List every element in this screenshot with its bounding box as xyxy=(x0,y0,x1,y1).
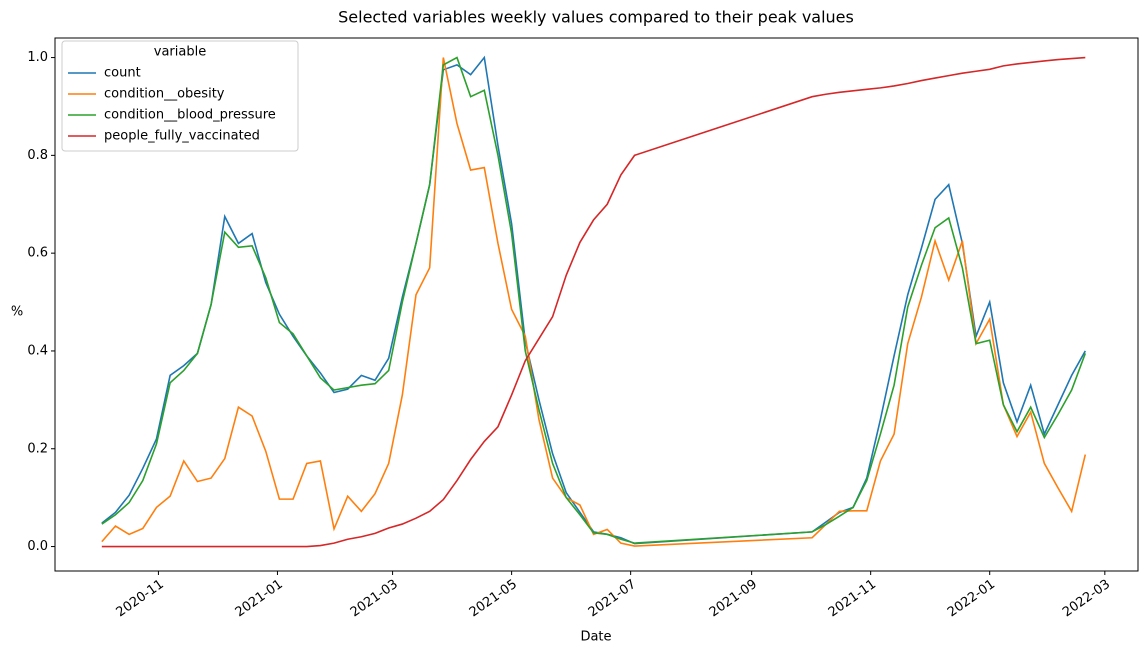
x-tick-label: 2021-01 xyxy=(233,577,286,620)
chart-title: Selected variables weekly values compare… xyxy=(338,8,854,27)
x-tick-label: 2021-07 xyxy=(586,577,639,620)
x-tick-label: 2021-11 xyxy=(826,577,879,620)
y-tick-label: 0.2 xyxy=(27,441,48,456)
legend: variable count condition__obesity condition… xyxy=(61,40,299,152)
legend-box xyxy=(61,40,299,152)
y-tick-label: 0.0 xyxy=(27,539,48,554)
x-tick-label: 2021-05 xyxy=(467,577,520,620)
legend-label: count xyxy=(104,66,141,81)
legend-label: people_fully_vaccinated xyxy=(104,129,260,144)
legend-label: condition__blood_pressure xyxy=(104,108,276,123)
y-tick-label: 1.0 xyxy=(27,50,48,65)
legend-title: variable xyxy=(154,45,206,60)
x-tick-label: 2022-03 xyxy=(1060,577,1113,620)
y-tick-label: 0.8 xyxy=(27,148,48,163)
legend-label: condition__obesity xyxy=(104,87,225,102)
line-series xyxy=(101,55,1087,545)
x-tick-label: 2022-01 xyxy=(945,577,998,620)
x-tick-label: 2021-09 xyxy=(707,577,760,620)
line-series xyxy=(101,56,1086,548)
x-axis-label: Date xyxy=(580,630,611,645)
y-axis-label: % xyxy=(11,305,23,320)
y-tick-label: 0.4 xyxy=(27,343,48,358)
x-tick-label: 2020-11 xyxy=(114,577,167,620)
plot-frame xyxy=(54,37,1139,572)
line-series xyxy=(101,57,1087,547)
x-tick-label: 2021-03 xyxy=(348,577,401,620)
line-series xyxy=(101,56,1087,544)
y-tick-label: 0.6 xyxy=(27,246,48,261)
